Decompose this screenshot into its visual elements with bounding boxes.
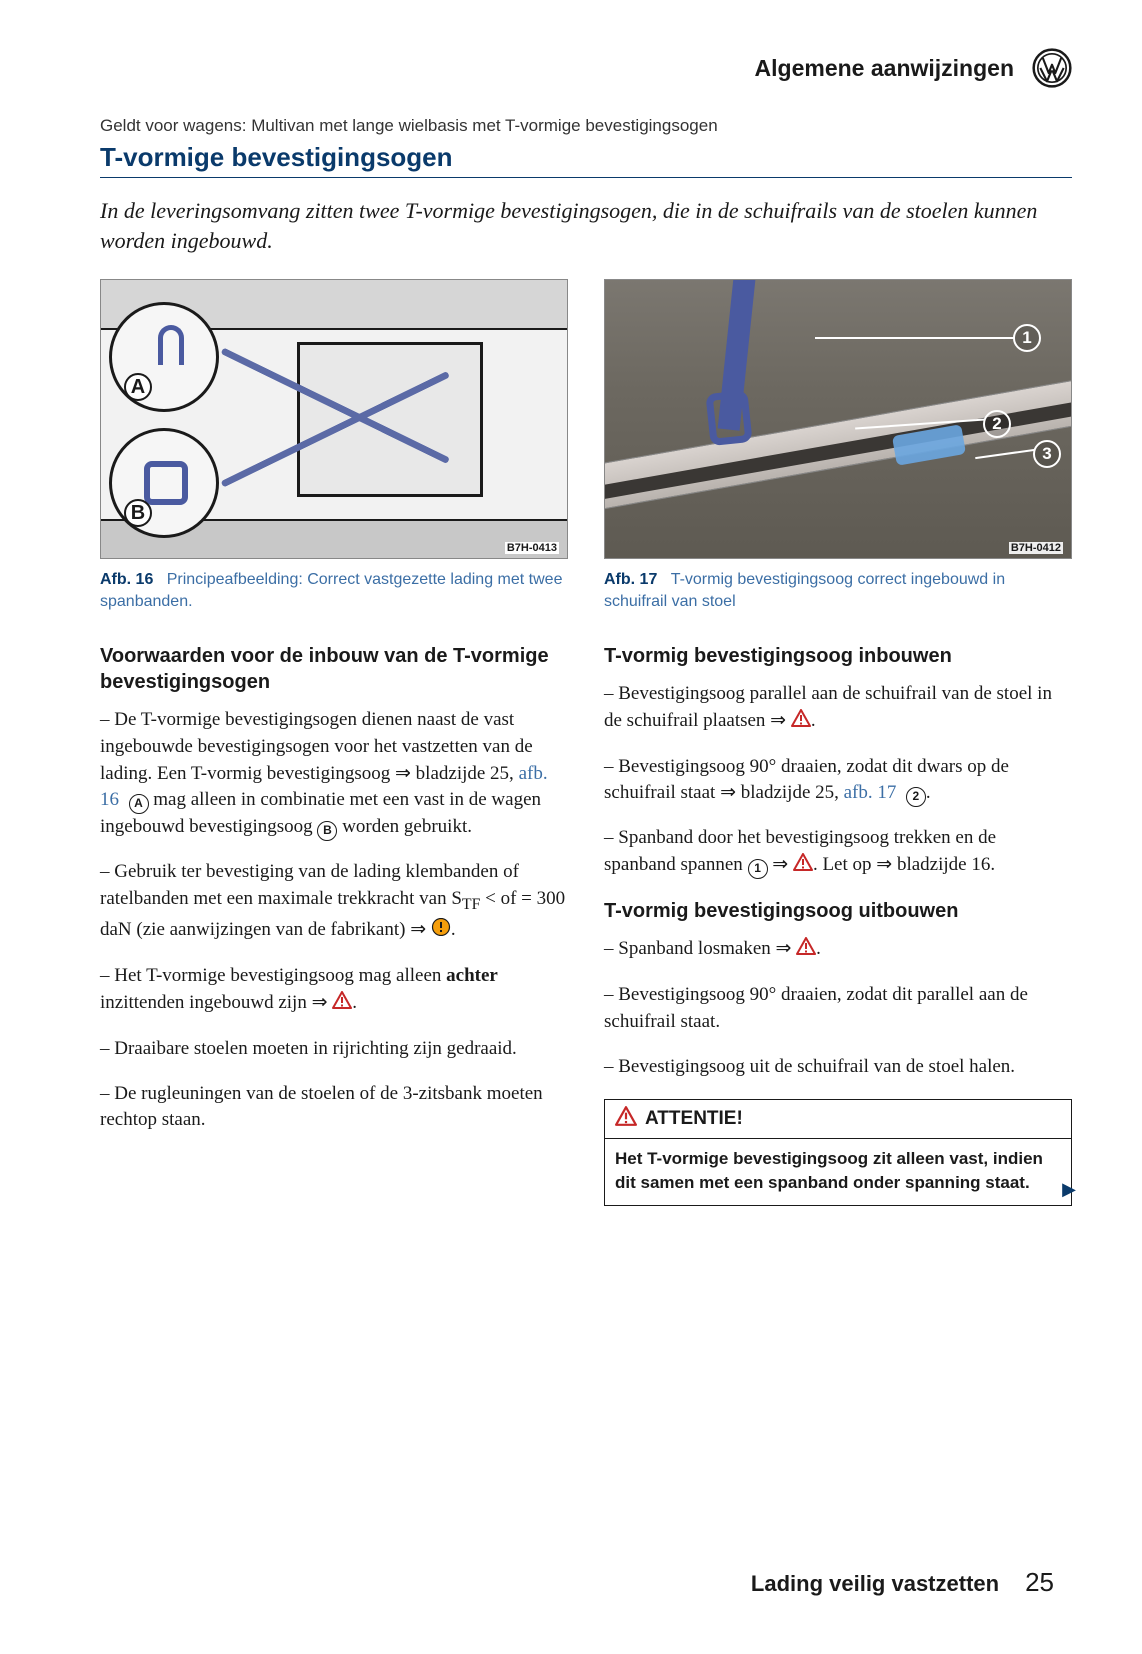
continue-arrow-icon: ▶: [1062, 1179, 1076, 1200]
section-title: T-vormige bevestigingsogen: [100, 142, 1072, 178]
right-paragraph-6: Bevestigingsoog uit de schuifrail van de…: [604, 1054, 1072, 1081]
callout-circle-1: 1: [748, 859, 768, 879]
figure-16-caption-text: Principeafbeelding: Correct vastgezette …: [100, 571, 562, 610]
footer-page-number: 25: [1025, 1567, 1054, 1598]
figure-17-callout-3: 3: [1033, 440, 1061, 468]
callout-circle-2: 2: [906, 787, 926, 807]
text-span: De rugleuningen van de stoelen of de 3-z…: [100, 1083, 543, 1131]
text-span: worden gebruikt.: [337, 816, 472, 837]
left-paragraph-3: Het T-vormige bevestigingsoog mag alleen…: [100, 963, 568, 1018]
left-paragraph-4: Draaibare stoelen moeten in rijrichting …: [100, 1036, 568, 1063]
right-paragraph-2: Bevestigingsoog 90° draaien, zodat dit d…: [604, 754, 1072, 808]
right-paragraph-4: Spanband losmaken ⇒ .: [604, 936, 1072, 964]
left-paragraph-5: De rugleuningen van de stoelen of de 3-z…: [100, 1081, 568, 1135]
intro-paragraph: In de leveringsomvang zitten twee T-vorm…: [100, 196, 1072, 255]
right-subhead-2: T-vormig bevestigingsoog uitbouwen: [604, 898, 1072, 924]
text-span: De T-vormige bevestigingsogen dienen naa…: [100, 709, 533, 784]
figure-16-callout-a: A: [124, 373, 152, 401]
text-span: ⇒: [768, 854, 793, 875]
attention-box: ATTENTIE! Het T-vormige bevestigingsoog …: [604, 1099, 1072, 1206]
left-paragraph-1: De T-vormige bevestigingsogen dienen naa…: [100, 707, 568, 842]
text-span: Draaibare stoelen moeten in rijrichting …: [114, 1038, 517, 1059]
right-paragraph-1: Bevestigingsoog parallel aan de schuifra…: [604, 681, 1072, 736]
figure-16-code: B7H-0413: [505, 542, 559, 554]
page-header-title: Algemene aanwijzingen: [755, 55, 1014, 82]
right-paragraph-3: Spanband door het bevestigingsoog trekke…: [604, 825, 1072, 880]
text-span: Bevestigingsoog 90° draaien, zodat dit p…: [604, 984, 1028, 1032]
caution-icon: [431, 918, 451, 945]
left-subhead: Voorwaarden voor de inbouw van de T-vorm…: [100, 643, 568, 695]
figure-16-caption: Afb. 16 Principeafbeelding: Correct vast…: [100, 569, 568, 612]
text-span: . Let op ⇒ bladzijde 16.: [813, 854, 995, 875]
text-span: Bevestigingsoog uit de schuifrail van de…: [618, 1056, 1015, 1077]
text-subscript: TF: [462, 896, 480, 913]
ref-link: afb. 17: [844, 782, 897, 803]
callout-circle-a: A: [129, 794, 149, 814]
attention-head-text: ATTENTIE!: [645, 1108, 743, 1130]
figure-17-label: Afb. 17: [604, 571, 657, 588]
figure-16-label: Afb. 16: [100, 571, 153, 588]
text-span: Bevestigingsoog 90° draaien, zodat dit d…: [604, 756, 1009, 804]
callout-circle-b: B: [317, 821, 337, 841]
figure-17-caption-text: T-vormig bevestigingsoog correct ingebou…: [604, 571, 1005, 610]
figure-16-callout-b: B: [124, 499, 152, 527]
text-span: Bevestigingsoog parallel aan de schuifra…: [604, 683, 1052, 731]
warning-icon: [791, 709, 811, 736]
attention-body: Het T-vormige bevestigingsoog zit alleen…: [605, 1139, 1071, 1205]
precondition-text: Geldt voor wagens: Multivan met lange wi…: [100, 116, 1072, 136]
warning-icon: [793, 853, 813, 880]
right-subhead-1: T-vormig bevestigingsoog inbouwen: [604, 643, 1072, 669]
text-span: Spanband losmaken ⇒: [618, 938, 796, 959]
figure-17-caption: Afb. 17 T-vormig bevestigingsoog correct…: [604, 569, 1072, 612]
text-span: Gebruik ter bevestiging van de lading kl…: [100, 861, 519, 909]
figure-17-callout-1: 1: [1013, 324, 1041, 352]
figure-17: 1 2 3 B7H-0412: [604, 279, 1072, 559]
vw-logo: [1032, 48, 1072, 88]
figure-17-code: B7H-0412: [1009, 542, 1063, 554]
figure-16: A B B7H-0413: [100, 279, 568, 559]
warning-icon: [796, 937, 816, 964]
attention-head: ATTENTIE!: [605, 1100, 1071, 1139]
warning-icon: [332, 991, 352, 1018]
footer-section-title: Lading veilig vastzetten: [751, 1571, 999, 1597]
warning-icon: [615, 1106, 637, 1132]
page-footer: Lading veilig vastzetten 25: [751, 1567, 1054, 1598]
right-paragraph-5: Bevestigingsoog 90° draaien, zodat dit p…: [604, 982, 1072, 1036]
left-paragraph-2: Gebruik ter bevestiging van de lading kl…: [100, 859, 568, 944]
